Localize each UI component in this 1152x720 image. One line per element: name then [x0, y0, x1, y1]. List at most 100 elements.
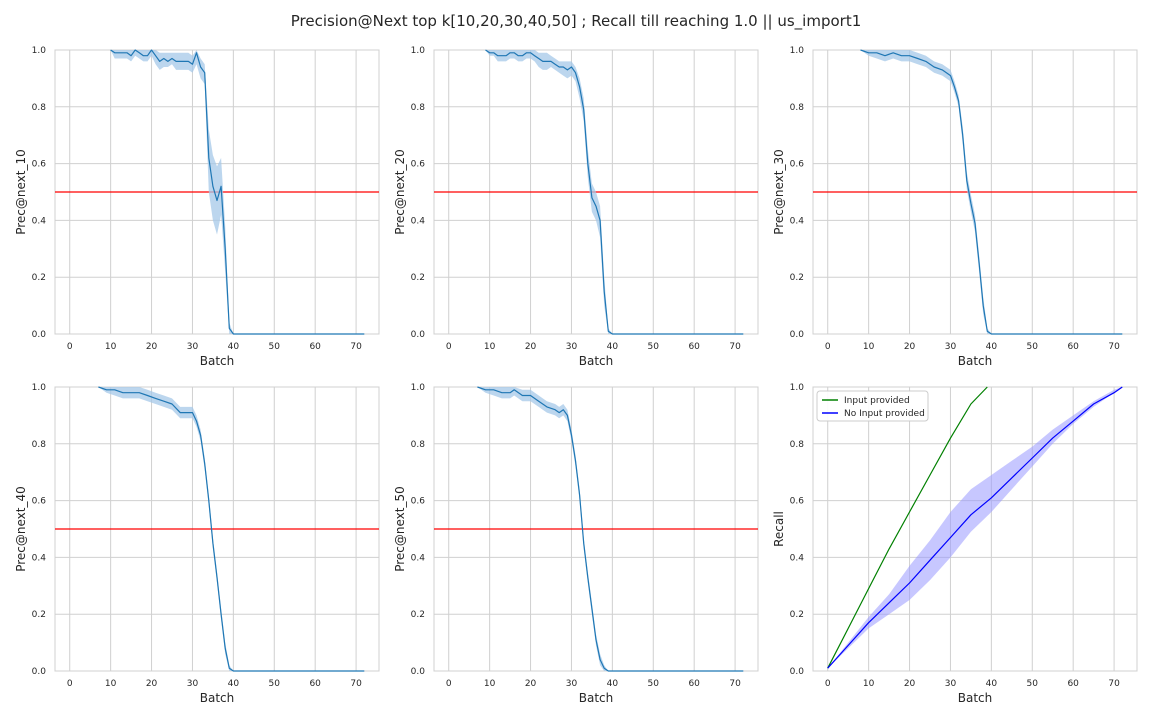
y-tick-label: 0.4 [790, 553, 805, 563]
x-tick-label: 40 [607, 342, 619, 352]
x-tick-label: 50 [1027, 679, 1039, 689]
x-tick-label: 30 [187, 679, 199, 689]
x-tick-label: 50 [648, 342, 660, 352]
x-tick-label: 10 [484, 679, 496, 689]
x-tick-label: 70 [729, 679, 741, 689]
y-tick-label: 0.4 [32, 216, 47, 226]
y-tick-label: 0.0 [32, 667, 47, 677]
y-tick-label: 0.2 [411, 273, 425, 283]
y-tick-label: 0.6 [790, 497, 805, 507]
x-tick-label: 0 [446, 342, 452, 352]
y-axis-label: Prec@next_20 [393, 149, 407, 235]
x-tick-label: 70 [1108, 342, 1120, 352]
x-tick-label: 60 [688, 679, 700, 689]
x-tick-label: 70 [729, 342, 741, 352]
y-axis-label: Prec@next_30 [772, 149, 786, 235]
x-tick-label: 70 [350, 342, 362, 352]
confidence-band [827, 387, 1123, 669]
subplot-2: 0 10 20 30 40 50 60 70 0.0 0.2 0.4 0.6 0.8 1.0 Batch Pr… [393, 46, 759, 368]
x-tick-label: 40 [228, 342, 240, 352]
x-tick-label: 10 [105, 679, 117, 689]
x-tick-label: 10 [484, 342, 496, 352]
series-line [827, 386, 988, 669]
x-axis-label: Batch [958, 691, 993, 705]
series-line [110, 49, 365, 335]
y-tick-label: 0.8 [32, 440, 47, 450]
x-tick-label: 70 [1108, 679, 1120, 689]
y-tick-label: 1.0 [32, 383, 47, 393]
y-tick-label: 1.0 [790, 46, 805, 56]
y-tick-label: 0.6 [411, 497, 426, 507]
x-tick-label: 30 [945, 342, 957, 352]
y-tick-label: 0.8 [411, 103, 426, 113]
legend-label: No Input provided [844, 409, 925, 419]
y-tick-label: 0.4 [32, 553, 47, 563]
x-axis-label: Batch [200, 691, 235, 705]
x-tick-label: 0 [825, 679, 831, 689]
y-axis-label: Recall [772, 511, 786, 547]
y-tick-label: 0.8 [790, 440, 805, 450]
x-axis-label: Batch [200, 354, 235, 368]
x-tick-label: 60 [1067, 342, 1079, 352]
y-axis-label: Prec@next_50 [393, 486, 407, 572]
x-tick-label: 20 [525, 679, 537, 689]
subplot-6: 0 10 20 30 40 50 60 70 0.0 0.2 0.4 0.6 0.8 1.0 Batch Re… [772, 383, 1138, 705]
figure-title: Precision@Next top k[10,20,30,40,50] ; R… [290, 12, 862, 30]
x-tick-label: 40 [986, 342, 998, 352]
x-tick-label: 60 [309, 342, 321, 352]
y-tick-label: 0.4 [411, 216, 426, 226]
y-tick-label: 0.8 [411, 440, 426, 450]
y-tick-label: 1.0 [411, 46, 426, 56]
subplot-3: 0 10 20 30 40 50 60 70 0.0 0.2 0.4 0.6 0.8 1.0 Batch Pr… [772, 46, 1138, 368]
y-tick-label: 0.0 [411, 330, 426, 340]
y-tick-label: 0.0 [411, 667, 426, 677]
x-tick-label: 50 [648, 679, 660, 689]
x-tick-label: 20 [904, 342, 916, 352]
x-tick-label: 30 [187, 342, 199, 352]
y-tick-label: 0.2 [790, 610, 804, 620]
x-tick-label: 40 [607, 679, 619, 689]
series-line [477, 386, 744, 672]
legend: Input provided No Input provided [816, 390, 929, 422]
x-tick-label: 60 [688, 342, 700, 352]
series-line [485, 49, 744, 335]
x-tick-label: 0 [446, 679, 452, 689]
x-tick-label: 30 [945, 679, 957, 689]
x-tick-label: 20 [146, 342, 158, 352]
x-axis-label: Batch [579, 691, 614, 705]
x-tick-label: 20 [525, 342, 537, 352]
y-tick-label: 1.0 [411, 383, 426, 393]
legend-box [816, 390, 929, 422]
x-axis-label: Batch [958, 354, 993, 368]
y-axis-label: Prec@next_10 [14, 149, 28, 235]
x-tick-label: 10 [105, 342, 117, 352]
x-tick-label: 50 [269, 679, 281, 689]
x-tick-label: 70 [350, 679, 362, 689]
y-tick-label: 0.0 [790, 667, 805, 677]
y-axis-label: Prec@next_40 [14, 486, 28, 572]
x-tick-label: 50 [1027, 342, 1039, 352]
y-tick-label: 0.2 [411, 610, 425, 620]
x-tick-label: 0 [825, 342, 831, 352]
x-tick-label: 0 [67, 342, 73, 352]
x-tick-label: 0 [67, 679, 73, 689]
y-tick-label: 0.6 [32, 497, 47, 507]
x-tick-label: 10 [863, 679, 875, 689]
x-tick-label: 50 [269, 342, 281, 352]
x-tick-label: 40 [228, 679, 240, 689]
series-line [860, 49, 1123, 335]
subplot-4: 0 10 20 30 40 50 60 70 0.0 0.2 0.4 0.6 0.8 1.0 Batch Pr… [14, 383, 380, 705]
y-tick-label: 0.6 [32, 160, 47, 170]
x-tick-label: 20 [146, 679, 158, 689]
x-tick-label: 60 [1067, 679, 1079, 689]
y-tick-label: 0.6 [411, 160, 426, 170]
x-axis-label: Batch [579, 354, 614, 368]
subplot-5: 0 10 20 30 40 50 60 70 0.0 0.2 0.4 0.6 0.8 1.0 Batch Pr… [393, 383, 759, 705]
y-tick-label: 0.8 [790, 103, 805, 113]
x-tick-label: 40 [986, 679, 998, 689]
x-tick-label: 20 [904, 679, 916, 689]
x-tick-label: 10 [863, 342, 875, 352]
x-tick-label: 30 [566, 342, 578, 352]
y-tick-label: 0.0 [790, 330, 805, 340]
